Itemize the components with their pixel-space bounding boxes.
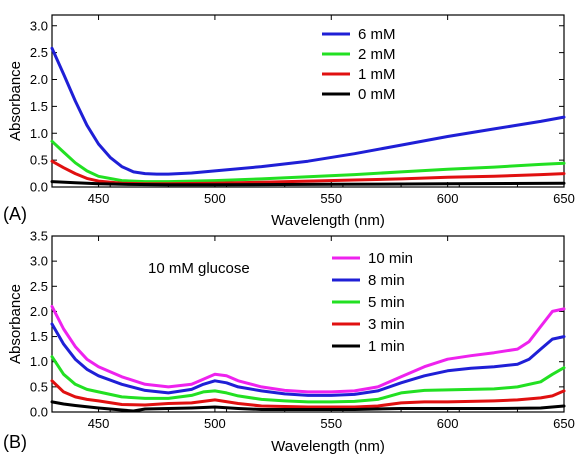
x-axis-label-b: Wavelength (nm) <box>271 438 385 455</box>
panel-b: 0.0 0.5 1.0 1.5 2.0 2.5 3.0 3.5 450 500 550 600 650… <box>3 229 575 455</box>
series-line-1-mm <box>50 159 566 186</box>
y-tick-label-a: 2.0 <box>30 72 48 87</box>
legend-b: 10 min 8 min 5 min 3 min 1 min <box>332 250 413 355</box>
x-tick-label-b: 450 <box>88 416 110 431</box>
series-line-2-mm <box>50 139 566 184</box>
x-tick-label-a: 500 <box>204 191 226 206</box>
y-tick-label-b: 0.5 <box>30 379 48 394</box>
legend-label: 5 min <box>368 294 405 311</box>
y-tick-label-a: 0.5 <box>30 153 48 168</box>
series-line-5-min <box>50 355 566 404</box>
y-axis-label-a: Absorbance <box>7 61 24 141</box>
x-tick-label-b: 500 <box>204 416 226 431</box>
legend-a: 6 mM 2 mM 1 mM 0 mM <box>322 26 396 103</box>
legend-label: 8 min <box>368 272 405 289</box>
y-tick-label-b: 2.5 <box>30 279 48 294</box>
legend-label: 1 mM <box>358 66 396 83</box>
x-axis-label-a: Wavelength (nm) <box>271 212 385 229</box>
legend-label: 1 min <box>368 338 405 355</box>
glucose-annotation: 10 mM glucose <box>148 260 250 277</box>
legend-label: 2 mM <box>358 46 396 63</box>
series-line-8-min <box>50 322 566 397</box>
y-tick-label-b: 1.5 <box>30 329 48 344</box>
panel-label-a: (A) <box>3 204 27 224</box>
y-tick-label-b: 3.5 <box>30 229 48 244</box>
panel-a: 0.0 0.5 1.0 1.5 2.0 2.5 3.0 450 500 550 600 650 6 … <box>3 14 575 229</box>
series-line-3-min <box>50 379 566 409</box>
x-tick-label-b: 550 <box>320 416 342 431</box>
y-tick-label-a: 2.5 <box>30 45 48 60</box>
y-axis-a: 0.0 0.5 1.0 1.5 2.0 2.5 3.0 <box>30 18 564 195</box>
y-tick-label-b: 0.0 <box>30 405 48 420</box>
x-axis-a: 450 500 550 600 650 <box>51 15 575 206</box>
y-tick-label-b: 3.0 <box>30 254 48 269</box>
legend-label: 6 mM <box>358 26 396 43</box>
series-line-0-mm <box>50 180 566 187</box>
x-tick-label-b: 600 <box>437 416 459 431</box>
legend-label: 3 min <box>368 316 405 333</box>
x-tick-label-a: 650 <box>553 191 575 206</box>
x-tick-label-b: 650 <box>553 416 575 431</box>
y-tick-label-a: 1.5 <box>30 99 48 114</box>
y-tick-label-b: 1.0 <box>30 354 48 369</box>
y-axis-label-b: Absorbance <box>7 284 24 364</box>
legend-label: 10 min <box>368 250 413 267</box>
series-lines-a <box>50 46 566 187</box>
series-line-6-mm <box>50 46 566 176</box>
y-axis-b: 0.0 0.5 1.0 1.5 2.0 2.5 3.0 3.5 <box>30 229 564 420</box>
panel-label-b: (B) <box>3 432 27 452</box>
y-tick-label-b: 2.0 <box>30 304 48 319</box>
series-line-1-min <box>50 400 566 413</box>
legend-label: 0 mM <box>358 86 396 103</box>
x-tick-label-a: 450 <box>88 191 110 206</box>
y-tick-label-a: 0.0 <box>30 180 48 195</box>
series-lines-b <box>50 304 566 413</box>
plot-frame-a <box>51 14 565 188</box>
series-line-10-min <box>50 304 566 394</box>
x-tick-label-a: 550 <box>320 191 342 206</box>
y-tick-label-a: 3.0 <box>30 18 48 33</box>
x-tick-label-a: 600 <box>437 191 459 206</box>
y-tick-label-a: 1.0 <box>30 126 48 141</box>
